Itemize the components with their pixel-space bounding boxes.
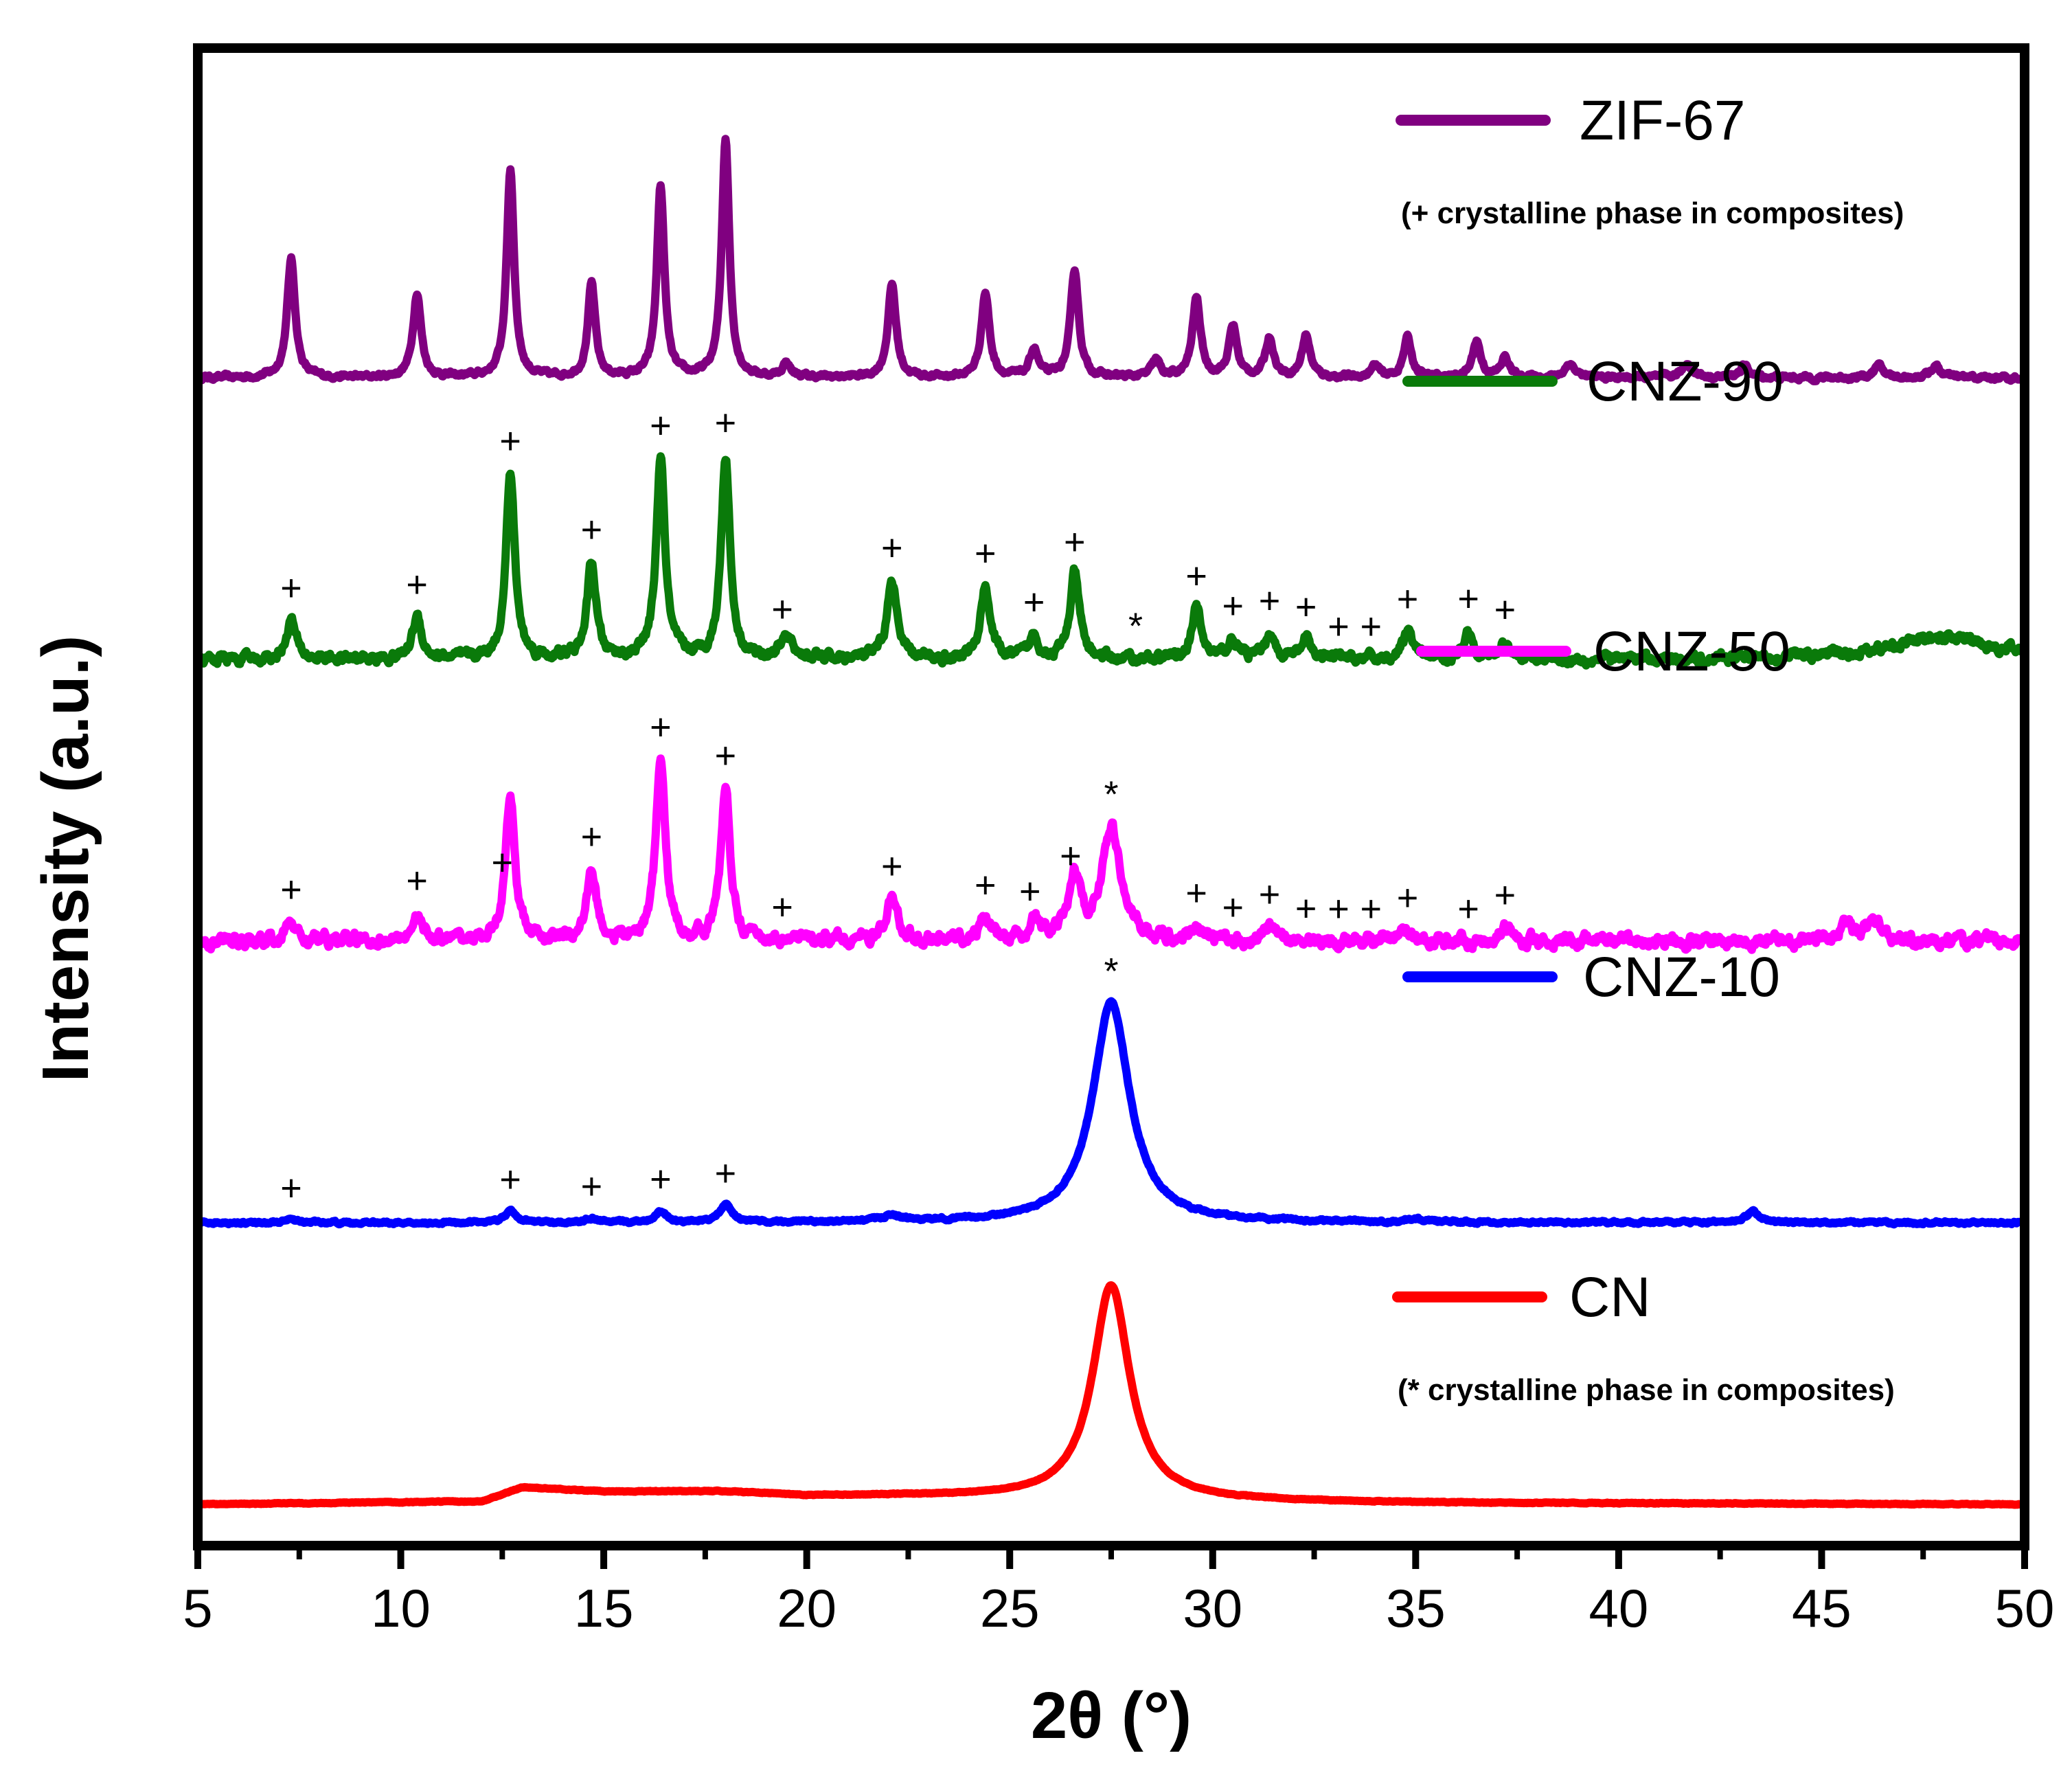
peak-marker-cnz-50: +: [975, 864, 997, 905]
peak-marker-cnz-90: +: [1397, 578, 1419, 620]
series-line-cn: [194, 1281, 2029, 1509]
legend-label-cnz-50: CNZ-50: [1593, 620, 1790, 683]
peak-marker-cnz-90: +: [1185, 555, 1207, 596]
x-tick-label: 45: [1792, 1578, 1852, 1638]
peak-marker-cnz-50: +: [1060, 835, 1082, 877]
legend-label-zif-67: ZIF-67: [1580, 89, 1745, 152]
x-tick-label: 50: [1995, 1578, 2055, 1638]
peak-marker-cnz-90: +: [975, 533, 997, 574]
peak-marker-cnz-50: +: [280, 869, 302, 910]
peak-marker-cnz-90: +: [715, 403, 737, 444]
peak-marker-cnz-50: +: [650, 707, 672, 748]
peak-marker-cnz-90: +: [1295, 586, 1317, 627]
marker-layer: + + + + + + + + + + + + + + + + + + + + * + + + + + + + + + + + + + + + + + + +…: [280, 403, 1516, 1209]
peak-marker-cnz-90: +: [1494, 589, 1516, 631]
x-axis-ticks: 5 10 15 20 25 30 35 40 45 50: [183, 1546, 2054, 1638]
peak-marker-cnz-50: +: [715, 735, 737, 776]
peak-marker-cnz-50: +: [1295, 888, 1317, 929]
peak-marker-cnz-50: +: [406, 860, 428, 901]
peak-marker-cnz-90: +: [650, 405, 672, 446]
peak-marker-cnz-10: +: [715, 1153, 737, 1194]
peak-marker-cnz-90: +: [771, 589, 793, 630]
peak-marker-cnz-90: +: [499, 420, 521, 462]
peak-marker-cnz-10: +: [280, 1168, 302, 1209]
peak-marker-cnz-50: +: [1328, 888, 1350, 929]
peak-marker-cnz-10: +: [650, 1158, 672, 1199]
peak-marker-cnz-50: +: [1259, 874, 1281, 915]
legend-label-cn: CN: [1569, 1266, 1650, 1329]
legend-layer: ZIF-67 CNZ-90 CNZ-50 CNZ-10 CN (+ crystalline…: [1392, 89, 1904, 1407]
x-tick-label: 30: [1183, 1578, 1242, 1638]
legend-label-cnz-10: CNZ-10: [1583, 946, 1780, 1008]
peak-marker-cnz-10: +: [581, 1166, 603, 1207]
peak-marker-cnz-90: +: [280, 567, 302, 609]
peak-marker-cnz-90: +: [581, 509, 603, 550]
series-line-cnz-50: [194, 754, 2029, 954]
peak-marker-cnz-90: +: [406, 564, 428, 605]
peak-marker-cnz-90: +: [881, 528, 903, 569]
peak-marker-cnz-50: +: [1222, 887, 1244, 928]
peak-marker-cnz-50: +: [1494, 874, 1516, 916]
x-tick-label: 5: [183, 1578, 212, 1638]
x-tick-label: 25: [980, 1578, 1040, 1638]
peak-marker-cnz-50: +: [881, 846, 903, 887]
peak-marker-cnz-90: *: [1128, 605, 1143, 646]
x-tick-label: 10: [371, 1578, 431, 1638]
legend-note-cn: (* crystalline phase in composites): [1398, 1373, 1895, 1407]
series-line-cnz-90: [194, 452, 2029, 670]
legend-label-cnz-90: CNZ-90: [1586, 350, 1784, 413]
series-line-zif-67: [194, 135, 2029, 385]
peak-marker-cnz-90: +: [1064, 521, 1086, 563]
peak-marker-cnz-90: +: [1222, 585, 1244, 626]
peak-marker-cnz-90: +: [1361, 606, 1382, 647]
series-layer: [194, 135, 2029, 1509]
peak-marker-cnz-90: +: [1259, 580, 1281, 622]
x-tick-label: 20: [777, 1578, 836, 1638]
x-tick-label: 40: [1589, 1578, 1649, 1638]
peak-marker-cnz-90: +: [1023, 582, 1045, 623]
peak-marker-cnz-10: *: [1104, 951, 1118, 992]
x-axis-title: 2θ (°): [1031, 1679, 1192, 1752]
x-tick-label: 15: [574, 1578, 634, 1638]
peak-marker-cnz-50: +: [771, 887, 793, 928]
peak-marker-cnz-50: +: [581, 816, 603, 857]
peak-marker-cnz-90: +: [1328, 606, 1350, 647]
peak-marker-cnz-50: +: [1457, 888, 1479, 929]
peak-marker-cnz-10: +: [499, 1159, 521, 1200]
peak-marker-cnz-50: +: [1019, 870, 1041, 912]
y-axis-title: Intensity (a.u.): [29, 635, 102, 1083]
peak-marker-cnz-50: *: [1104, 774, 1118, 815]
peak-marker-cnz-50: +: [492, 842, 514, 883]
series-line-cnz-10: [194, 997, 2029, 1229]
peak-marker-cnz-50: +: [1361, 888, 1382, 929]
peak-marker-cnz-50: +: [1185, 872, 1207, 914]
legend-note-zif-67: (+ crystalline phase in composites): [1401, 196, 1904, 230]
peak-marker-cnz-50: +: [1397, 877, 1419, 918]
peak-marker-cnz-90: +: [1457, 578, 1479, 619]
x-tick-label: 35: [1386, 1578, 1446, 1638]
